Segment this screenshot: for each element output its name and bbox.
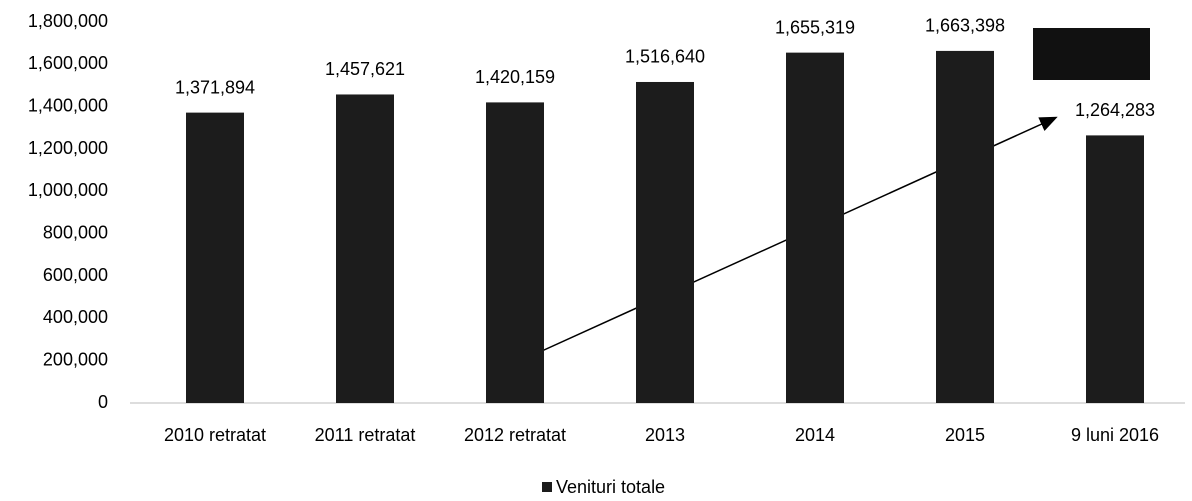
x-tick-label: 2015 [945,425,985,445]
y-tick-label: 0 [98,392,108,412]
data-label: 1,663,398 [925,16,1005,36]
bar [186,112,244,403]
x-tick-label: 2010 retratat [164,425,266,445]
y-tick-label: 600,000 [43,265,108,285]
y-tick-label: 400,000 [43,307,108,327]
y-tick-label: 200,000 [43,349,108,369]
bar [636,81,694,403]
x-tick-label: 2011 retratat [315,425,416,445]
data-label: 1,457,621 [325,59,405,79]
bar [1086,135,1144,403]
legend-label: Venituri totale [556,477,665,497]
annotation-box [1033,28,1150,80]
bar [486,102,544,403]
y-tick-label: 1,400,000 [28,95,108,115]
x-tick-label: 2012 retratat [464,425,566,445]
y-tick-label: 800,000 [43,222,108,242]
y-tick-label: 1,200,000 [28,138,108,158]
y-tick-label: 1,000,000 [28,180,108,200]
x-tick-label: 9 luni 2016 [1071,425,1159,445]
x-tick-label: 2013 [645,425,685,445]
data-label: 1,516,640 [625,47,705,67]
x-tick-label: 2014 [795,425,835,445]
y-tick-label: 1,600,000 [28,53,108,73]
data-label: 1,371,894 [175,77,255,97]
data-label: 1,655,319 [775,17,855,37]
bar [936,50,994,403]
data-label: 1,420,159 [475,67,555,87]
data-label: 1,264,283 [1075,100,1155,120]
y-tick-label: 1,800,000 [28,11,108,31]
bar [336,94,394,404]
legend-swatch [542,482,552,492]
bar [786,52,844,403]
